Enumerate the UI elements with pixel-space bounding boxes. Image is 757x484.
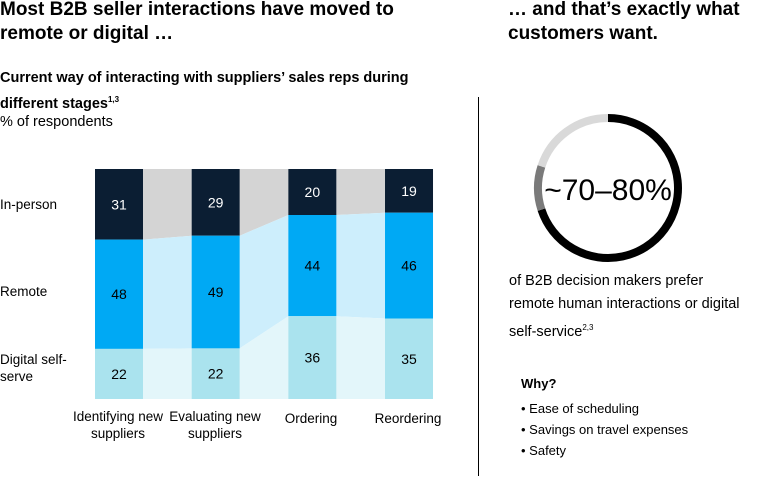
chart-title-footnote: 1,3 <box>107 95 120 104</box>
bar-segments <box>95 169 434 399</box>
category-label-evaluating: Evaluating new suppliers <box>169 409 261 441</box>
connector-band <box>143 235 192 349</box>
connector-band <box>239 215 289 349</box>
why-item: Safety <box>521 440 688 461</box>
category-label-ordering: Ordering <box>284 411 338 426</box>
bar-segment <box>385 169 434 213</box>
category-label-identifying: Identifying new suppliers <box>72 409 164 441</box>
bar-segment <box>385 318 434 399</box>
donut-arc-main <box>537 114 682 262</box>
bar-segment <box>95 348 143 399</box>
data-label: 29 <box>208 194 224 210</box>
row-label-in-person: In-person <box>0 197 58 212</box>
data-label: 31 <box>111 196 127 212</box>
chart-unit: % of respondents <box>0 114 113 130</box>
why-heading: Why? <box>521 376 557 391</box>
data-label: 20 <box>305 184 321 200</box>
data-label: 46 <box>401 258 417 274</box>
why-item: Ease of scheduling <box>521 398 688 419</box>
value-labels: 31 48 22 29 49 22 20 44 36 19 46 35 <box>111 183 417 382</box>
connector-band <box>336 316 386 399</box>
data-label: 22 <box>208 366 224 382</box>
connector-band <box>336 169 386 215</box>
row-label-digital: Digital self-serve <box>0 352 67 384</box>
bar-segment <box>288 316 337 399</box>
donut-arc-rest <box>537 114 609 168</box>
data-label: 36 <box>305 350 321 366</box>
connector-band <box>239 169 289 236</box>
stacked-bar-chart: 31 48 22 29 49 22 20 44 36 19 46 35 <box>95 169 434 399</box>
bar-segment <box>191 348 240 399</box>
data-label: 44 <box>305 258 321 274</box>
chart-title-text: Current way of interacting with supplier… <box>0 70 409 112</box>
donut-arc-range <box>534 165 546 211</box>
data-label: 48 <box>111 286 127 302</box>
donut-chart: ~70–80% <box>534 114 682 262</box>
right-headline: … and that’s exactly what customers want… <box>508 0 740 44</box>
why-list: Ease of scheduling Savings on travel exp… <box>521 398 688 461</box>
data-label: 19 <box>401 183 417 199</box>
connector-bands <box>143 169 386 399</box>
bar-segment <box>95 169 143 240</box>
donut-description-text: of B2B decision makers prefer remote hum… <box>509 273 740 340</box>
data-label: 49 <box>208 284 224 300</box>
chart-title: Current way of interacting with supplier… <box>0 67 420 115</box>
connector-band <box>143 169 192 240</box>
why-item: Savings on travel expenses <box>521 419 688 440</box>
data-label: 22 <box>111 366 127 382</box>
donut-footnote: 2,3 <box>582 323 594 332</box>
donut-ring <box>534 114 682 262</box>
bar-segment <box>191 235 240 349</box>
bar-segment <box>288 169 337 215</box>
left-headline: Most B2B seller interactions have moved … <box>0 0 394 44</box>
section-divider <box>478 97 479 476</box>
bar-segment <box>288 215 337 317</box>
category-label-reordering: Reordering <box>374 411 442 426</box>
row-label-remote: Remote <box>0 284 48 299</box>
connector-band <box>336 212 386 319</box>
donut-value-label: ~70–80% <box>544 174 672 207</box>
data-label: 35 <box>401 351 417 367</box>
connector-band <box>143 348 192 399</box>
donut-description: of B2B decision makers prefer remote hum… <box>509 270 749 344</box>
bar-segment <box>191 169 240 236</box>
bar-segment <box>95 239 143 349</box>
bar-segment <box>385 212 434 319</box>
connector-band <box>239 316 289 399</box>
